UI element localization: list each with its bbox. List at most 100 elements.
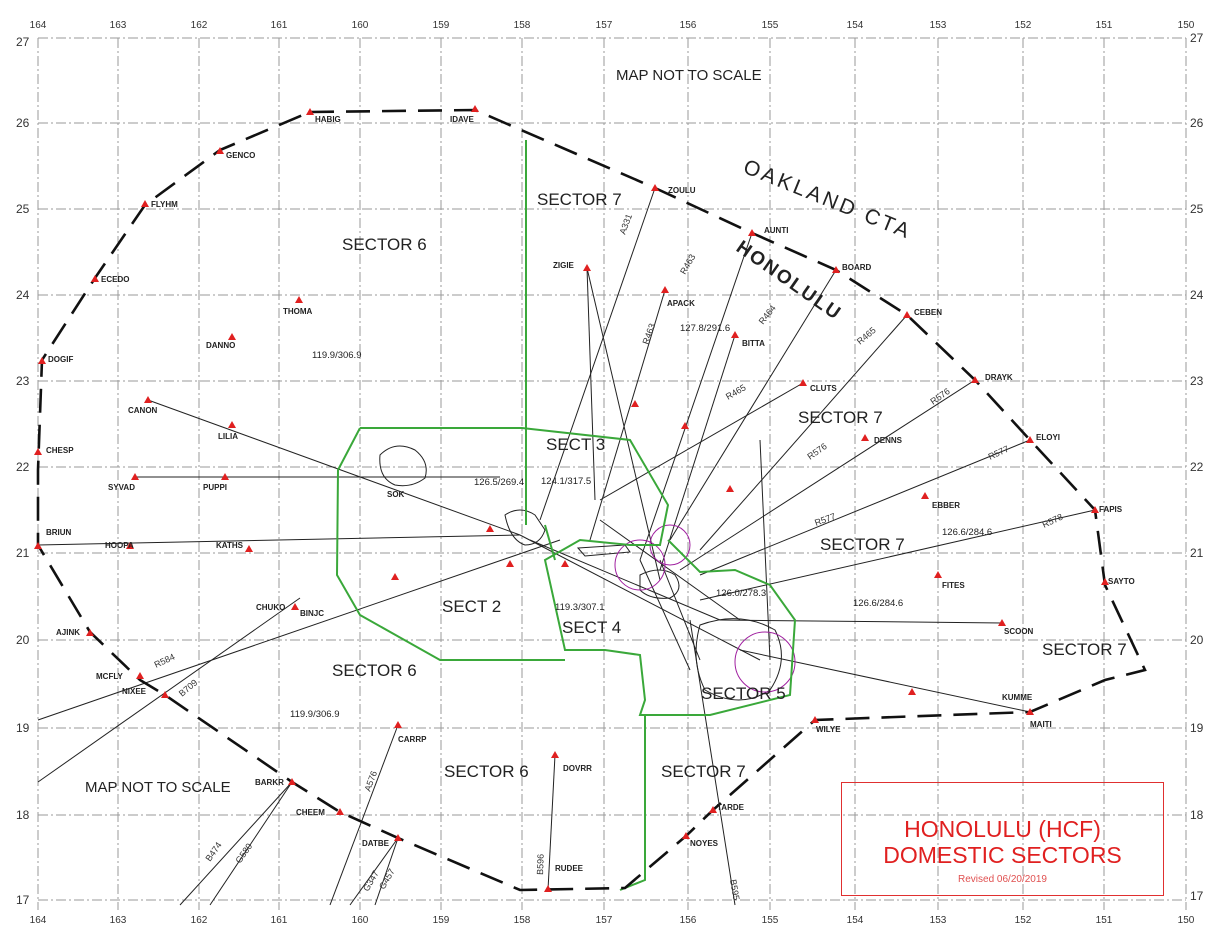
lat-label: 25 — [16, 202, 30, 216]
airway-label: R577 — [813, 511, 837, 528]
fix-marker — [551, 751, 559, 758]
airway-label: R578 — [1041, 512, 1065, 530]
fix-label: FLYHM — [151, 200, 178, 209]
lat-label: 24 — [1190, 288, 1204, 302]
lon-label: 156 — [680, 20, 697, 31]
fix-marker — [832, 266, 840, 273]
fix-label: SYVAD — [108, 483, 135, 492]
sector-boundaries — [335, 140, 797, 891]
fix-label: THOMA — [283, 307, 313, 316]
fix-marker — [903, 311, 911, 318]
fix-marker — [971, 376, 979, 383]
fix-label: DATBE — [362, 839, 390, 848]
airway-label: R576 — [805, 441, 828, 462]
latitude-labels-right: 27 26 25 24 23 22 21 20 19 18 17 — [1190, 31, 1204, 903]
fix-marker — [561, 560, 569, 567]
fix-label: WILYE — [816, 725, 841, 734]
fix-label: ZOULU — [668, 186, 696, 195]
airway-label: R464 — [757, 303, 778, 326]
fix-label: TARDE — [717, 803, 745, 812]
fix-marker — [336, 808, 344, 815]
fix-marker — [811, 716, 819, 723]
lat-label: 17 — [1190, 889, 1204, 903]
fix-label: CHESP — [46, 446, 74, 455]
lon-label: 153 — [930, 915, 947, 926]
lat-label: 23 — [1190, 374, 1204, 388]
airway-label: B595 — [728, 879, 742, 901]
fix-marker — [651, 184, 659, 191]
fix-label: CANON — [128, 406, 158, 415]
fix-marker — [86, 629, 94, 636]
fix-label: KATHS — [216, 541, 244, 550]
airway-label: R576 — [928, 386, 951, 407]
fix-marker — [681, 422, 689, 429]
fix-label: SAYTO — [1108, 577, 1135, 586]
latitude-grid — [38, 37, 1186, 901]
lon-label: 150 — [1178, 915, 1195, 926]
fix-marker — [1101, 578, 1109, 585]
fix-marker — [394, 834, 402, 841]
fix-label: GENCO — [226, 151, 255, 160]
map-title-line2: DOMESTIC SECTORS — [883, 842, 1122, 868]
fix-marker — [1091, 506, 1099, 513]
fix-label: DANNO — [206, 341, 235, 350]
frequency-label: 124.1/317.5 — [541, 476, 591, 487]
lat-label: 20 — [16, 633, 30, 647]
fix-marker — [1026, 436, 1034, 443]
fix-marker — [91, 275, 99, 282]
lon-label: 155 — [762, 20, 779, 31]
island-outlines — [379, 445, 782, 701]
fix-label: APACK — [667, 299, 695, 308]
lat-label: 25 — [1190, 202, 1204, 216]
fix-label: BOARD — [842, 263, 872, 272]
lat-label: 27 — [16, 35, 30, 49]
longitude-labels-bottom: 164 163 162 161 160 159 158 157 156 155 … — [30, 915, 1195, 926]
lon-label: 162 — [191, 915, 208, 926]
fix-marker — [583, 264, 591, 271]
fix-label: PUPPI — [203, 483, 227, 492]
fix-marker — [799, 379, 807, 386]
frequency-label: 127.8/291.6 — [680, 323, 730, 334]
fix-marker — [228, 333, 236, 340]
frequency-label: 126.6/284.6 — [853, 598, 903, 609]
lon-label: 157 — [596, 915, 613, 926]
frequency-label: 126.5/269.4 — [474, 477, 524, 488]
fix-marker — [506, 560, 514, 567]
sector-label: SECTOR 7 — [537, 190, 622, 209]
fix-marker — [631, 400, 639, 407]
lon-label: 158 — [514, 20, 531, 31]
latitude-labels-left: 27 26 25 24 23 22 21 20 19 18 17 — [16, 35, 30, 907]
lon-label: 158 — [514, 915, 531, 926]
lon-label: 163 — [110, 915, 127, 926]
fix-label: DENNS — [874, 436, 903, 445]
fix-label: ZIGIE — [553, 261, 575, 270]
fix-label: MAITI — [1030, 720, 1052, 729]
lon-label: 161 — [271, 915, 288, 926]
fix-marker — [391, 573, 399, 580]
fix-label: LILIA — [218, 432, 238, 441]
fix-marker — [228, 421, 236, 428]
fix-label: ELOYI — [1036, 433, 1060, 442]
fix-marker — [216, 147, 224, 154]
lon-label: 152 — [1015, 20, 1032, 31]
lat-label: 26 — [16, 116, 30, 130]
frequency-label: 119.3/307.1 — [555, 602, 604, 613]
lon-label: 154 — [847, 915, 864, 926]
lat-label: 22 — [1190, 460, 1204, 474]
fix-marker — [245, 545, 253, 552]
lon-label: 164 — [30, 20, 47, 31]
fix-label: BITTA — [742, 339, 765, 348]
revised-date: Revised 06/20/2019 — [958, 874, 1047, 885]
lat-label: 23 — [16, 374, 30, 388]
lat-label: 27 — [1190, 31, 1204, 45]
airway-label: R463 — [640, 322, 657, 346]
fix-label: AJINK — [56, 628, 80, 637]
longitude-labels-top: 164 163 162 161 160 159 158 157 156 155 … — [30, 20, 1195, 31]
lat-label: 17 — [16, 893, 30, 907]
airway-label: G347 — [361, 869, 381, 893]
lon-label: 150 — [1178, 20, 1195, 31]
fix-marker — [726, 485, 734, 492]
sector-label: SECTOR 6 — [332, 661, 417, 680]
fix-marker — [141, 200, 149, 207]
fix-marker — [144, 396, 152, 403]
